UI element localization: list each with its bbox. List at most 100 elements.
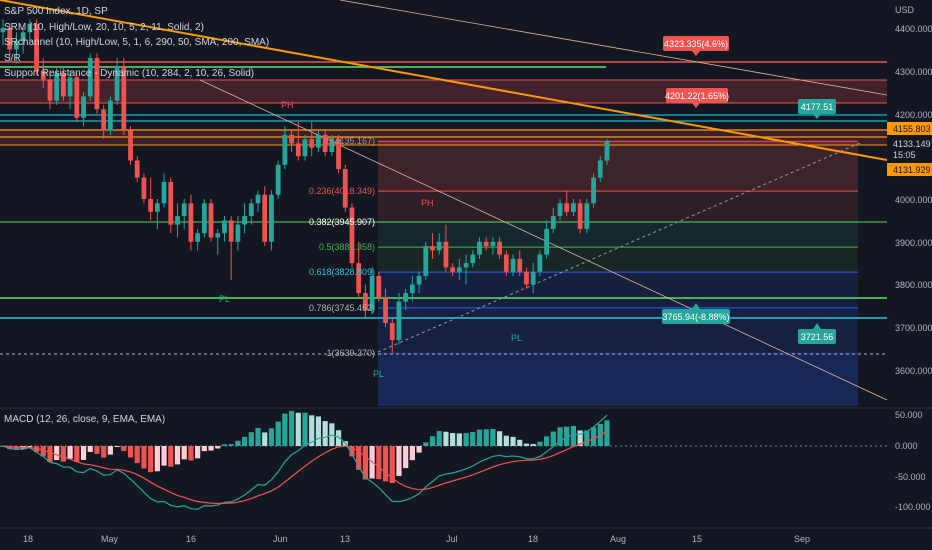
candle	[550, 207, 556, 234]
macd-bar	[295, 412, 301, 446]
trendline-tan-upper	[339, 0, 888, 96]
price-tick: 3800.000	[895, 280, 932, 290]
candle	[396, 293, 402, 345]
candle	[597, 156, 603, 182]
candle	[222, 216, 227, 242]
macd-bar	[456, 433, 462, 446]
macd-bar	[517, 439, 523, 446]
macd-bar	[121, 446, 127, 452]
macd-bar	[215, 446, 221, 449]
macd-bar	[221, 444, 228, 446]
macd-bar	[544, 436, 550, 446]
macd-bar	[27, 446, 33, 447]
candle	[275, 160, 281, 199]
candle	[363, 284, 368, 319]
candle	[215, 228, 221, 255]
macd-bar	[503, 435, 509, 446]
macd-bar	[564, 426, 570, 446]
level-box-b[interactable]: 3765.94(-8.88%)	[662, 303, 730, 324]
macd-bar	[396, 446, 402, 476]
candle	[316, 130, 321, 152]
macd-bar	[322, 421, 328, 446]
macd-bar	[161, 446, 167, 466]
candle	[430, 233, 435, 259]
fib-zone	[378, 307, 858, 354]
candle	[101, 104, 107, 140]
macd-legend[interactable]: MACD (12, 26, close, 9, EMA, EMA)	[4, 414, 166, 425]
candle	[228, 216, 234, 281]
macd-bar	[423, 442, 429, 446]
price-axis[interactable]: USD 4400.000 4300.000 4200.000 4000.000 …	[895, 5, 932, 376]
time-tick: Jul	[446, 534, 458, 544]
candle	[383, 288, 388, 328]
macd-bar	[60, 446, 66, 462]
macd-bar	[570, 426, 577, 446]
macd-bar	[376, 446, 382, 480]
macd-bar	[114, 446, 120, 447]
macd-bar	[463, 433, 469, 446]
fib-label: 0.236(4018.349)	[309, 186, 375, 196]
candle	[282, 126, 288, 170]
price-tick: 3700.000	[895, 323, 932, 333]
candle	[329, 134, 335, 157]
macd-bar	[476, 429, 483, 446]
candle	[34, 19, 39, 76]
price-tick: 4300.000	[895, 67, 932, 77]
macd-tick: -50.000	[895, 472, 926, 482]
candle	[81, 92, 86, 127]
macd-bar	[228, 444, 234, 446]
macd-bar	[47, 446, 53, 462]
macd-bar	[74, 446, 80, 463]
resistance-band	[0, 80, 887, 103]
macd-bar	[127, 446, 134, 458]
level-box-c[interactable]: 3721.56	[798, 323, 836, 344]
time-axis[interactable]: 18 May 16 Jun 13 Jul 18 Aug 15 Sep	[23, 534, 810, 544]
candle	[302, 134, 308, 161]
price-axis-currency: USD	[895, 5, 915, 15]
candle	[208, 199, 214, 242]
candle	[497, 237, 503, 259]
level-c-label: 3721.56	[801, 332, 834, 342]
macd-bar	[141, 446, 147, 469]
macd-bar	[530, 444, 536, 446]
target-box-high[interactable]: 4323.335(4.6%)	[663, 36, 729, 56]
macd-bar	[275, 421, 281, 446]
candle	[141, 173, 147, 204]
macd-bar	[255, 427, 261, 446]
candle	[389, 318, 395, 353]
price-tick: 3600.000	[895, 366, 932, 376]
candle	[530, 263, 536, 294]
candle	[20, 28, 26, 54]
candle	[161, 173, 167, 208]
target-box-mid[interactable]: 4201.22(1.65%)	[665, 88, 729, 108]
current-price-tag: 4133.149 15:05	[887, 137, 932, 161]
pivot-label: PH	[281, 100, 294, 110]
trendline-tan-lower	[199, 79, 888, 401]
candle	[557, 199, 563, 221]
svg-text:4155.803: 4155.803	[893, 124, 931, 134]
macd-bar	[134, 446, 140, 464]
price-tag-orange-2: 4131.929	[887, 163, 932, 176]
price-tick: 4200.000	[895, 110, 932, 120]
macd-bar	[201, 446, 207, 452]
candle	[322, 130, 328, 157]
macd-bar	[302, 412, 308, 446]
candle	[255, 190, 261, 212]
price-tick: 4000.000	[895, 195, 932, 205]
level-box-a[interactable]: 4177.51	[798, 99, 836, 119]
candle	[154, 199, 160, 229]
macd-bar	[235, 440, 241, 446]
macd-bar	[87, 446, 93, 452]
macd-bar	[7, 446, 13, 450]
time-tick: 15	[692, 534, 702, 544]
candle	[74, 72, 80, 123]
macd-bar	[409, 446, 415, 461]
candle	[201, 199, 207, 238]
macd-bar	[349, 446, 355, 457]
candle	[524, 267, 529, 289]
macd-axis[interactable]: 50.000 0.000 -50.000 -100.000	[895, 410, 931, 512]
candle	[517, 250, 523, 276]
svg-text:15:05: 15:05	[893, 150, 916, 160]
macd-bar	[523, 443, 530, 446]
